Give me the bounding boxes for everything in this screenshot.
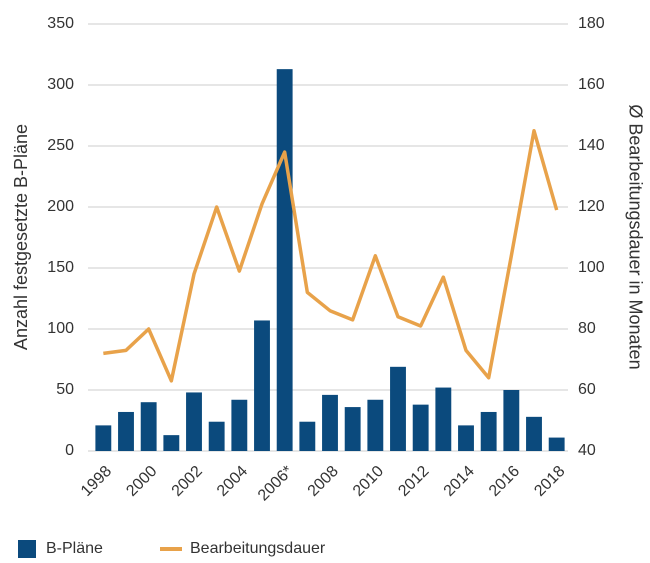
bar	[140, 402, 157, 451]
bar	[503, 390, 520, 451]
bar	[526, 416, 542, 451]
y2-tick-label: 80	[578, 320, 596, 337]
y-tick-label: 350	[47, 15, 74, 32]
y2-tick-label: 100	[578, 259, 605, 276]
y2-tick-label: 60	[578, 381, 596, 398]
x-tick-label: 2008	[305, 463, 342, 500]
bar	[435, 387, 452, 451]
bar	[299, 421, 316, 451]
y-axis-label: Anzahl festgesetzte B-Pläne	[11, 124, 31, 350]
bar	[344, 407, 361, 451]
y2-tick-label: 140	[578, 137, 605, 154]
y-tick-label: 300	[47, 76, 74, 93]
bar	[254, 320, 270, 451]
bar	[163, 435, 180, 451]
y2-axis-label: Ø Bearbeitungsdauer in Monaten	[625, 104, 645, 369]
bar	[548, 437, 565, 451]
x-tick-label: 2000	[123, 463, 160, 500]
legend-swatch	[18, 540, 36, 558]
x-tick-label: 2004	[214, 463, 251, 500]
legend-label: Bearbeitungsdauer	[190, 540, 326, 557]
legend-label: B-Pläne	[46, 540, 103, 557]
bar	[322, 394, 338, 451]
bar	[276, 69, 293, 451]
bar	[458, 425, 474, 451]
line	[103, 129, 559, 383]
x-tick-label: 2014	[441, 463, 478, 500]
y2-tick-label: 120	[578, 198, 605, 215]
x-tick-label: 2006*	[255, 463, 297, 505]
y-tick-label: 100	[47, 320, 74, 337]
x-tick-label: 2016	[486, 463, 523, 500]
y-tick-label: 0	[65, 442, 74, 459]
bar	[480, 411, 497, 451]
x-tick-label: 2002	[169, 463, 206, 500]
bar	[367, 399, 384, 451]
bar	[390, 366, 406, 451]
y-tick-label: 50	[56, 381, 74, 398]
y-tick-label: 250	[47, 137, 74, 154]
y2-tick-label: 160	[578, 76, 605, 93]
bar	[118, 411, 134, 451]
bar	[412, 404, 429, 451]
bar	[208, 421, 225, 451]
x-tick-label: 2018	[531, 463, 568, 500]
y2-tick-label: 180	[578, 15, 605, 32]
bar	[95, 425, 112, 451]
y-tick-label: 150	[47, 259, 74, 276]
x-tick-label: 2012	[395, 463, 432, 500]
x-tick-label: 1998	[78, 463, 115, 500]
bar	[186, 392, 202, 451]
x-tick-label: 2010	[350, 463, 387, 500]
y-tick-label: 200	[47, 198, 74, 215]
bar	[231, 399, 248, 451]
y2-tick-label: 40	[578, 442, 596, 459]
